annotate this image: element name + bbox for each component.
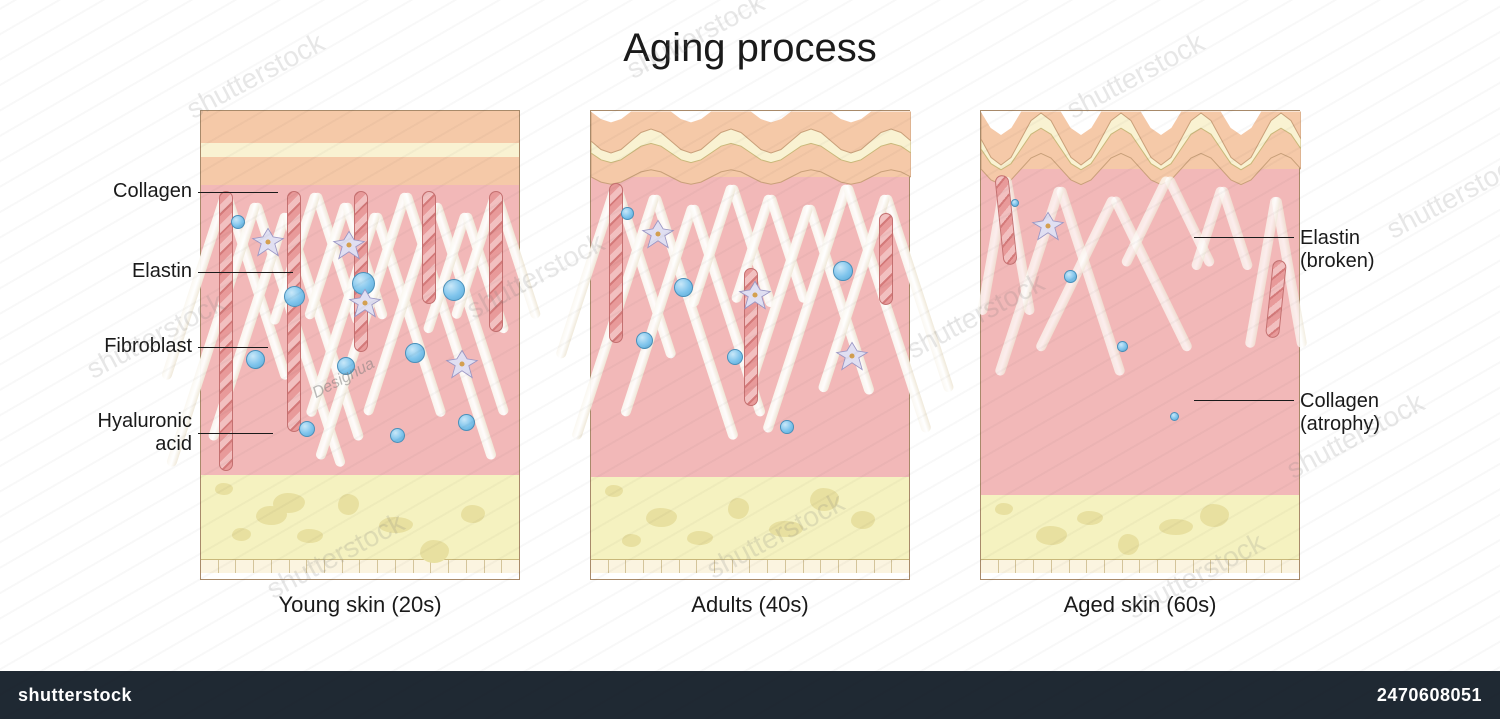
diagram-title: Aging process: [0, 26, 1500, 71]
label-left: Hyaluronicacid: [98, 410, 192, 456]
footer-bar: shutterstock 2470608051: [0, 671, 1500, 719]
panels-row: Young skin (20s) Adults (40s) Aged skin …: [200, 110, 1300, 620]
label-left: Fibroblast: [104, 335, 192, 358]
footer-id: 2470608051: [1377, 685, 1482, 706]
footer-brand: shutterstock: [18, 685, 132, 706]
panel-caption-aged: Aged skin (60s): [980, 592, 1300, 618]
panel-caption-young: Young skin (20s): [200, 592, 520, 618]
panel-young: Young skin (20s): [200, 110, 520, 620]
panel-caption-adults: Adults (40s): [590, 592, 910, 618]
label-left: Collagen: [113, 180, 192, 203]
label-right: Elastin(broken): [1300, 227, 1374, 273]
label-left: Elastin: [132, 260, 192, 283]
panel-adults: Adults (40s): [590, 110, 910, 620]
label-right: Collagen(atrophy): [1300, 390, 1380, 436]
watermark-text: shutterstock: [1381, 146, 1500, 245]
panel-aged: Aged skin (60s): [980, 110, 1300, 620]
